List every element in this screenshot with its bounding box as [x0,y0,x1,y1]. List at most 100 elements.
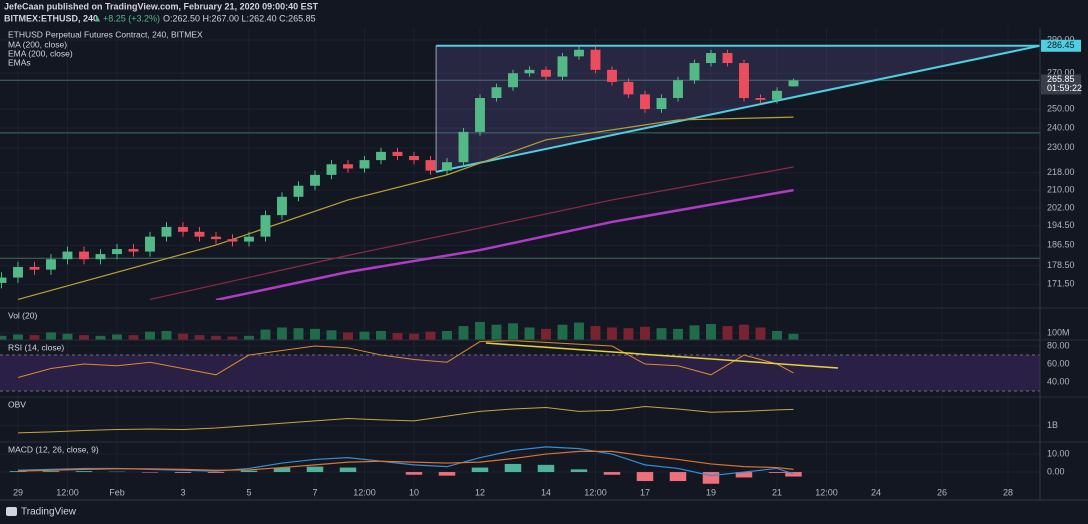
x-tick-label: 12:00 [56,487,79,497]
y-tick-label: 230.00 [1047,142,1075,152]
x-tick-label: 17 [640,487,650,497]
x-tick-label: 24 [871,487,881,497]
candle-body [145,236,155,252]
volume-bar [95,335,106,340]
volume-bar [112,334,122,340]
y-tick-label: 210.00 [1047,184,1075,194]
volume-bar [178,333,188,340]
volume-bar [706,324,716,340]
volume-bar [260,329,271,340]
volume-bar [590,326,601,340]
volume-bar [211,335,221,340]
candle-body [689,63,700,81]
histogram-bar [669,472,687,482]
candle-body [46,259,56,270]
volume-bar [409,333,419,340]
candle-body [128,249,139,252]
x-tick-label: 12:00 [353,487,376,497]
candle-body [13,266,23,278]
volume-bar [722,326,733,340]
histogram-bar [273,467,291,473]
volume-bar [458,326,469,340]
candle-body [376,151,386,161]
y-tick-label: 270.00 [1047,68,1075,78]
histogram-bar [9,471,27,473]
volume-bar [673,328,683,340]
volume-bar [0,335,7,340]
histogram-bar [570,469,588,473]
pane [0,340,1040,392]
histogram-bar [636,472,654,482]
candle-body [491,87,502,99]
pane [0,446,1040,484]
candle-body [541,69,551,77]
x-tick-label: 10 [409,487,419,497]
y-tick-label: 80.00 [1047,340,1070,350]
pane-title: RSI (14, close) [8,342,64,352]
volume-bar [46,332,56,340]
pane-title: ETHUSD Perpetual Futures Contract, 240, … [8,29,203,39]
volume-bar [359,331,370,340]
symbol: BITMEX:ETHUSD, 240 [4,13,98,23]
volume-bar [128,335,139,340]
y-tick-label: 250.00 [1047,103,1075,113]
price-badge-label: 286.45 [1047,40,1075,50]
y-tick-label: 202.00 [1047,203,1075,213]
y-tick-label: 178.50 [1047,260,1075,270]
volume-bar [244,335,254,340]
macd-line [17,450,794,472]
candle-body [722,53,733,64]
publisher: JefeCaan published on TradingView.com, F… [4,1,319,11]
candle-body [79,251,89,260]
volume-bar [755,327,766,340]
y-tick-label: 218.00 [1047,167,1075,177]
candle-body [508,73,518,88]
histogram-bar [702,472,720,484]
volume-bar [376,330,386,340]
pane-title: Vol (20) [8,310,37,320]
volume-bar [640,326,650,340]
candle-body [277,196,287,216]
candle-body [590,49,601,70]
brand-logo [6,507,17,516]
x-tick-label: Feb [109,487,125,497]
candle-body [772,90,782,100]
histogram-bar [471,467,489,473]
histogram-bar [603,472,621,475]
y-tick-label: 171.50 [1047,279,1075,289]
histogram-bar [339,467,357,473]
candle-body [623,81,634,95]
volume-bar [326,330,337,340]
volume-bar [524,327,535,340]
volume-bar [310,328,320,340]
pane [0,406,1040,434]
candle-body [95,254,106,260]
candle-body [0,277,7,283]
change-arrow: ▲ [93,13,102,23]
x-tick-label: 28 [1003,487,1013,497]
rsi-band [0,355,1040,391]
volume-bar [574,322,584,340]
volume-bar [227,336,238,340]
candle-body [62,251,73,260]
histogram-bar [405,472,423,475]
histogram-bar [537,464,555,473]
histogram-bar [75,471,93,473]
legend-entry: EMA (200, close) [8,48,73,58]
candle-body [656,98,667,110]
candle-body [574,49,584,57]
candle-body [112,249,122,255]
histogram-bar [174,472,192,473]
candle-body [293,185,304,197]
ma-line [215,188,794,300]
indicator-line [17,406,794,434]
pane-title: OBV [8,399,26,409]
price-badge [1041,74,1081,95]
candle-body [607,69,617,82]
histogram-bar [504,463,522,473]
x-tick-label: 21 [772,487,782,497]
y-tick-label: 10.00 [1047,448,1070,458]
